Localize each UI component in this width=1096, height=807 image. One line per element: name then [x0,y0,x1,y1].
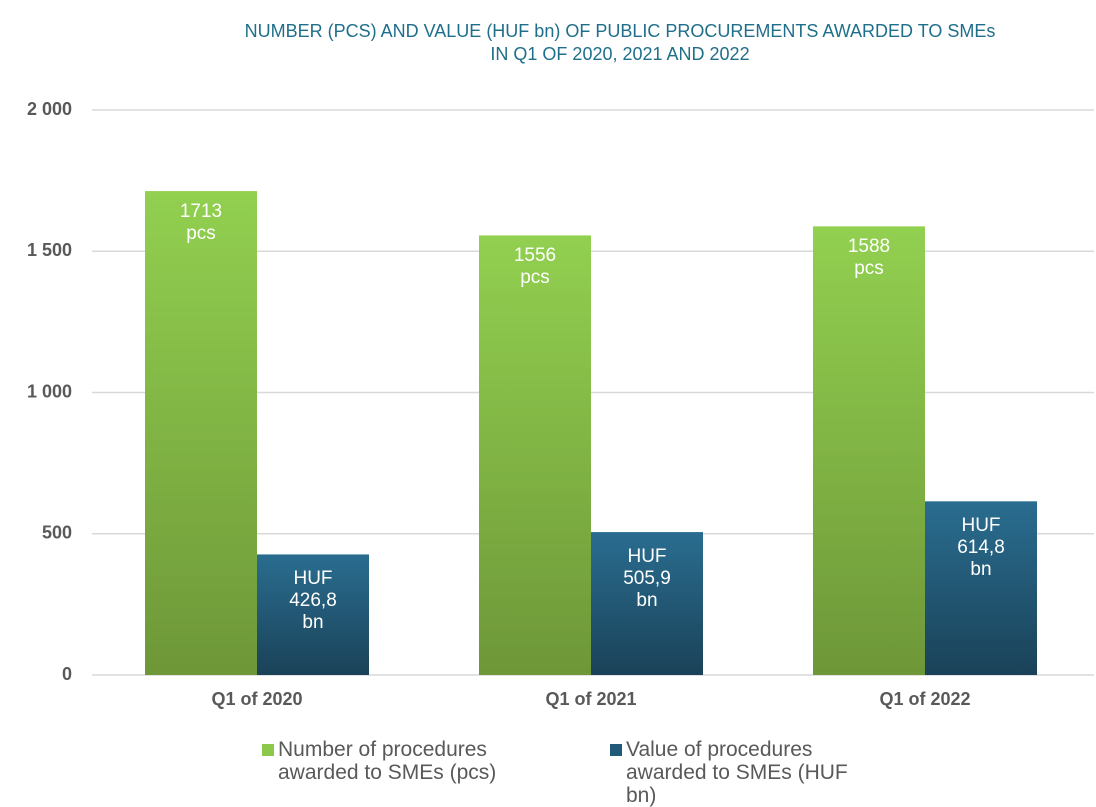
data-label: HUF 426,8 bn [289,568,337,634]
bar [145,191,257,675]
data-label: 1556 pcs [513,245,557,289]
x-tick-label: Q1 of 2022 [879,689,970,709]
data-label: HUF 614,8 bn [957,515,1005,581]
data-label: HUF 505,9 bn [623,546,671,612]
legend-label: Value of procedures awarded to SMEs (HUF… [626,738,848,807]
legend-label: Number of procedures awarded to SMEs (pc… [278,738,497,784]
legend-swatch [610,744,622,756]
legend-item: Value of procedures awarded to SMEs (HUF… [610,738,850,807]
x-tick-label: Q1 of 2021 [545,689,636,709]
y-tick-label: 2 000 [27,99,72,119]
y-tick-label: 1 000 [27,381,72,401]
bar [813,226,925,675]
y-tick-label: 0 [62,664,72,684]
bar [925,501,1037,675]
x-tick-label: Q1 of 2020 [211,689,302,709]
chart-title: NUMBER (PCS) AND VALUE (HUF bn) OF PUBLI… [244,21,996,41]
bar [591,532,703,675]
legend-swatch [262,744,274,756]
bar [257,554,369,675]
chart-title: IN Q1 OF 2020, 2021 AND 2022 [490,44,750,64]
bar [479,235,591,675]
y-tick-label: 500 [42,523,72,543]
legend-item: Number of procedures awarded to SMEs (pc… [262,738,562,784]
data-label: 1713 pcs [179,201,223,245]
data-label: 1588 pcs [847,236,891,280]
y-tick-label: 1 500 [27,240,72,260]
